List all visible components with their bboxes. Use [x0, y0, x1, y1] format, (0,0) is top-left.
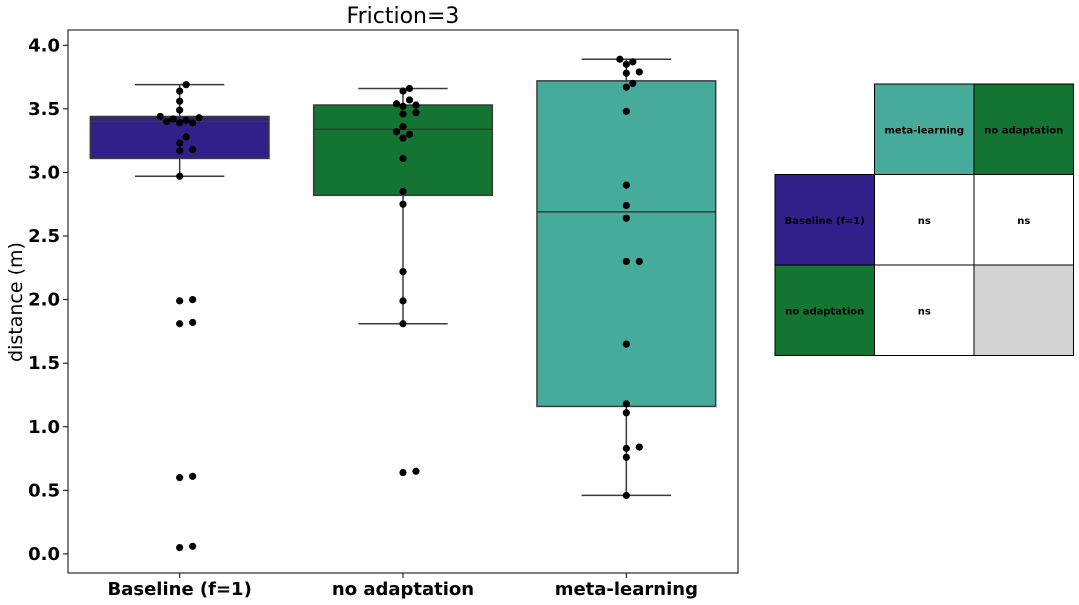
- data-point: [156, 112, 164, 121]
- x-tick-label: no adaptation: [332, 579, 474, 600]
- plot-area: 0.0 0.5 1.0 1.5 2.0 2.5 3.0 3.5 4.0 Baseline (f=1…: [28, 29, 739, 600]
- data-point: [622, 400, 630, 408]
- significance-table: meta-learning no adaptation Baseline (f=1)…: [774, 83, 1074, 356]
- data-point: [176, 119, 184, 127]
- table-row-header-text: Baseline (f=1): [785, 216, 865, 227]
- data-point: [622, 60, 630, 68]
- table-cell: [973, 174, 1074, 266]
- data-point: [195, 114, 203, 122]
- data-point: [635, 257, 643, 266]
- data-point: [622, 491, 630, 500]
- data-point: [399, 87, 407, 95]
- data-point: [189, 472, 197, 480]
- table-cell: [874, 174, 975, 266]
- data-point: [182, 116, 190, 124]
- data-point: [392, 100, 401, 108]
- y-tick-label: 3.0: [28, 162, 60, 183]
- y-tick-label: 1.0: [28, 417, 60, 438]
- data-point: [622, 69, 630, 77]
- data-point: [622, 181, 630, 189]
- data-point: [622, 83, 630, 91]
- data-point: [176, 474, 184, 482]
- data-point: [622, 214, 630, 222]
- data-point: [189, 318, 197, 327]
- data-point: [176, 106, 184, 114]
- data-point: [189, 542, 197, 550]
- x-tick-label: Baseline (f=1): [108, 579, 252, 600]
- data-point: [405, 84, 414, 93]
- table-row-header: [774, 264, 875, 356]
- table-cell-text: ns: [918, 306, 931, 317]
- data-point: [176, 543, 184, 552]
- data-point: [412, 101, 420, 109]
- table-cell-text: ns: [918, 216, 931, 227]
- data-point: [635, 68, 643, 76]
- data-point: [182, 133, 190, 141]
- table-col-header-text: no adaptation: [984, 125, 1063, 136]
- data-point: [622, 444, 630, 452]
- data-point: [405, 96, 414, 104]
- data-point: [412, 467, 420, 475]
- x-tick-label: meta-learning: [555, 579, 698, 600]
- data-point: [635, 443, 643, 451]
- data-point: [189, 295, 197, 304]
- y-tick-label: 4.0: [28, 35, 60, 56]
- data-point: [399, 187, 407, 196]
- data-point: [399, 154, 407, 163]
- y-tick-label: 0.0: [28, 544, 60, 565]
- chart-title: Friction=3: [347, 4, 460, 29]
- y-tick-label: 3.5: [28, 99, 60, 120]
- data-point: [182, 81, 190, 89]
- data-point: [616, 55, 624, 63]
- data-point: [399, 102, 407, 110]
- data-point: [399, 320, 407, 328]
- box: [312, 104, 494, 197]
- data-point: [622, 409, 630, 417]
- data-point: [176, 297, 184, 305]
- data-point: [189, 119, 197, 127]
- y-tick-label: 2.0: [28, 290, 60, 311]
- data-point: [176, 172, 184, 180]
- data-point: [399, 468, 407, 477]
- data-point: [176, 147, 184, 155]
- data-point: [399, 123, 407, 131]
- data-point: [399, 297, 407, 305]
- table-col-header-text: meta-learning: [884, 125, 964, 136]
- data-point: [622, 201, 630, 210]
- table-row-header-text: no adaptation: [785, 306, 864, 317]
- box: [536, 80, 717, 408]
- table-col-header: [973, 83, 1074, 175]
- data-point: [622, 340, 630, 348]
- data-point: [399, 268, 407, 276]
- data-point: [189, 145, 197, 154]
- data-point: [392, 128, 401, 136]
- data-point: [399, 200, 407, 208]
- data-point: [399, 134, 407, 142]
- data-point: [622, 453, 630, 461]
- y-axis-title: distance (m): [5, 242, 27, 362]
- data-point: [629, 79, 637, 88]
- data-point: [176, 87, 184, 95]
- data-point: [629, 58, 637, 66]
- table-cell: [973, 264, 1074, 356]
- data-point: [176, 139, 184, 147]
- table-cell: [874, 264, 975, 356]
- data-point: [399, 110, 407, 118]
- y-tick-label: 1.5: [28, 353, 60, 374]
- y-tick-label: 2.5: [28, 226, 60, 247]
- data-point: [176, 97, 184, 105]
- data-point: [169, 115, 177, 123]
- data-point: [163, 117, 171, 126]
- table-col-header: [874, 83, 975, 175]
- data-point: [622, 107, 630, 115]
- table-cell-text: ns: [1017, 216, 1030, 227]
- data-point: [176, 320, 184, 328]
- y-tick-label: 0.5: [28, 480, 60, 501]
- data-point: [412, 109, 420, 117]
- data-point: [405, 130, 414, 138]
- data-point: [622, 257, 630, 266]
